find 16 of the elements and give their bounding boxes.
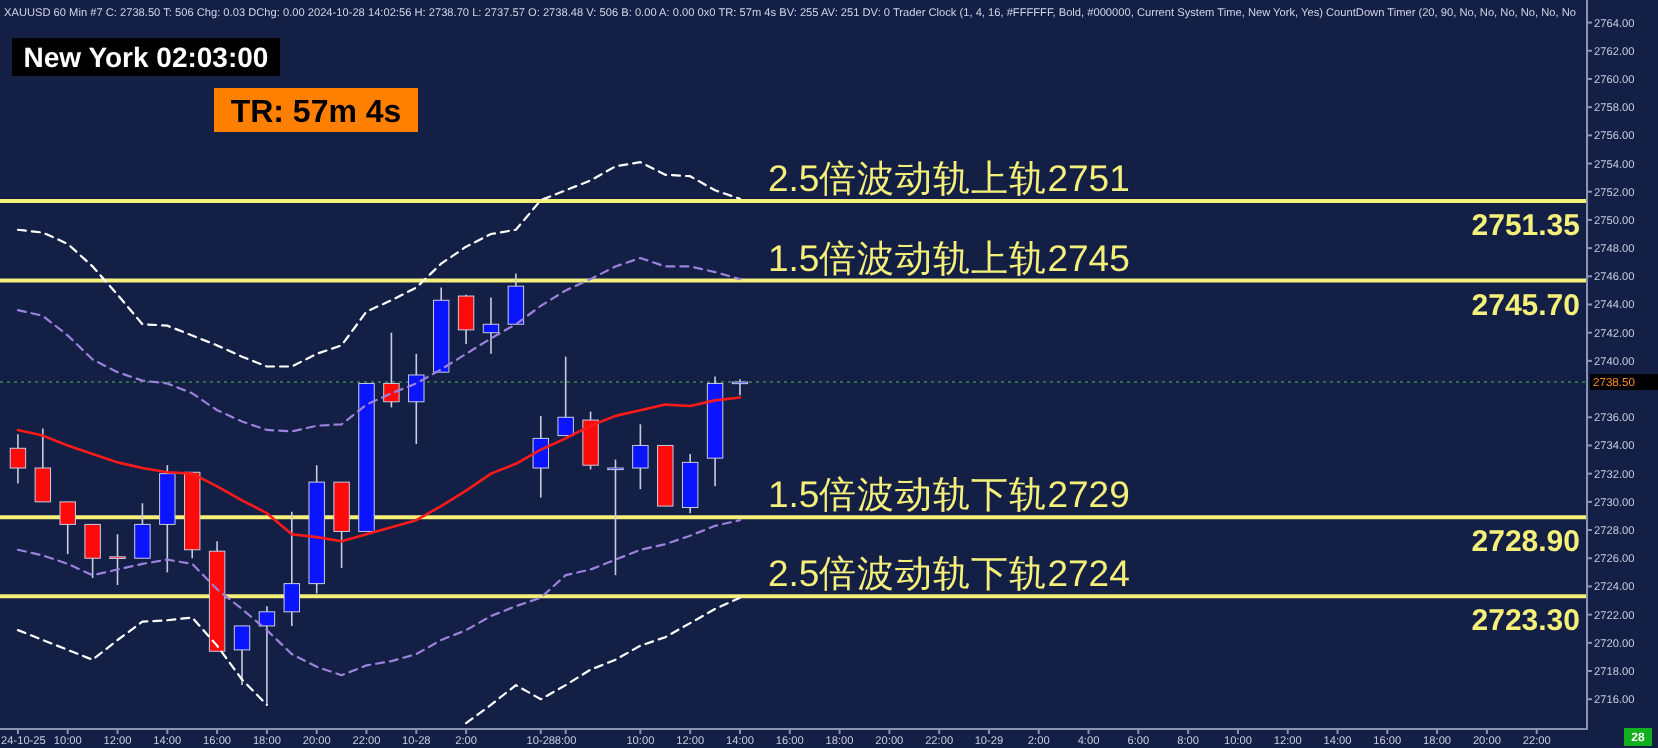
annotation: TR: 57m 4s [214,88,418,132]
annotation: 1.5倍波动轨上轨2745 [768,236,1130,279]
ref-line-label: 2745.70 [1471,288,1580,323]
line-series [16,396,742,543]
annotation: New York 02:03:00 [12,38,280,76]
annotation: 2.5倍波动轨下轨2724 [768,552,1130,595]
annotation: 2.5倍波动轨上轨2751 [768,156,1130,199]
annotation: New York 02:03:00 [23,41,269,74]
annotation: TR: 57m 4s [230,95,402,130]
ref-line-label: 2728.90 [1471,525,1580,560]
line-series [16,256,742,433]
annotation: 1.5倍波动轨下轨2729 [768,473,1130,516]
ref-line-label: 2723.30 [1471,604,1580,639]
line-series [16,519,742,677]
line-series [16,161,742,368]
ref-line-label: 2751.35 [1471,208,1580,243]
